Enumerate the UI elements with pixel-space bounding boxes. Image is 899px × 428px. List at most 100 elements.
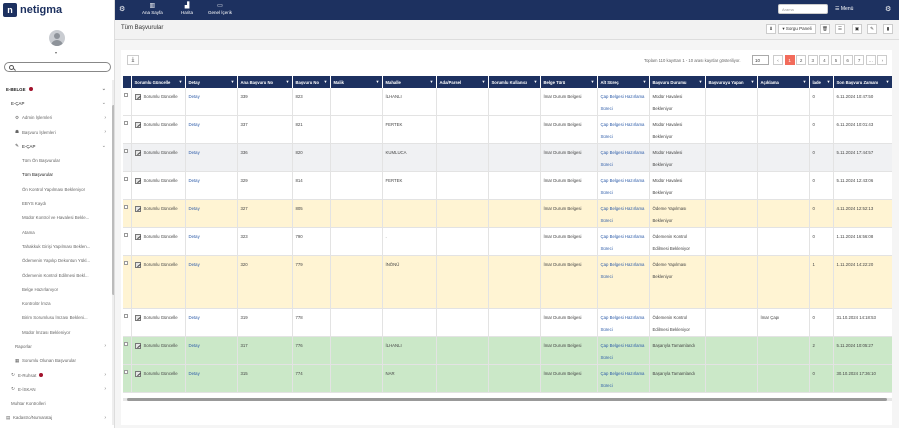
sorumlu-cell[interactable]: Sorumlu Güncelle	[131, 171, 186, 200]
sorumlu-cell[interactable]: Sorumlu Güncelle	[131, 199, 186, 228]
edit-responsible-icon[interactable]	[134, 342, 141, 349]
column-header[interactable]: Alt Süreç ▼	[597, 76, 650, 88]
chevron-icon[interactable]: ›	[104, 372, 106, 379]
sorumlu-cell[interactable]: Sorumlu Güncelle	[131, 336, 186, 365]
row-select-cell[interactable]	[123, 336, 132, 365]
edit-responsible-icon[interactable]	[134, 121, 141, 128]
row-select-cell[interactable]	[123, 115, 132, 144]
sidebar-item[interactable]: Atama	[0, 225, 112, 239]
bookmark-icon[interactable]: ▮	[883, 24, 893, 34]
chevron-icon[interactable]: ›	[104, 386, 106, 393]
chevron-icon[interactable]: ›	[104, 129, 106, 136]
sorgu-paneli-button[interactable]: ▾ Sorgu Paneli	[778, 24, 816, 34]
filter-icon[interactable]: ▼	[750, 79, 755, 84]
column-header[interactable]: Mahalle ▼	[382, 76, 437, 88]
page-button[interactable]: 1	[784, 55, 795, 65]
sidebar-item[interactable]: ↻ E-Ruhsat ›	[0, 368, 112, 382]
sidebar-item[interactable]: ✎ E-ÇAP ⌄	[0, 139, 112, 153]
edit-responsible-icon[interactable]	[134, 261, 141, 268]
detay-cell[interactable]: Detay	[185, 336, 238, 365]
sorumlu-cell[interactable]: Sorumlu Güncelle	[131, 255, 186, 309]
table-scroll-thumb[interactable]	[127, 398, 887, 401]
detay-value[interactable]: Detay	[188, 371, 200, 376]
detay-value[interactable]: Detay	[188, 206, 200, 211]
sidebar-item[interactable]: Tüm Ön Başvurular	[0, 153, 112, 167]
sidebar-item[interactable]: ⚙ Admin İşlemleri ›	[0, 111, 112, 125]
page-button[interactable]: 3	[807, 55, 818, 65]
alt-value[interactable]: Çap Belgesi Hazırlama Süreci	[600, 262, 645, 279]
sidebar-item[interactable]: Ödemenin Yapılıp Dekontun Yükl...	[0, 254, 112, 268]
detay-cell[interactable]: Detay	[185, 143, 238, 172]
detay-cell[interactable]: Detay	[185, 115, 238, 144]
sidebar-item[interactable]: ▤ Kadastro/Numarataj ›	[0, 411, 112, 425]
sorumlu-cell[interactable]: Sorumlu Güncelle	[131, 143, 186, 172]
column-header[interactable]: Malik ▼	[330, 76, 383, 88]
alt-value[interactable]: Çap Belgesi Hazırlama Süreci	[600, 150, 645, 167]
row-checkbox[interactable]	[124, 121, 128, 125]
sidebar-item[interactable]: ↻ E-İSKAN ›	[0, 382, 112, 396]
filter-icon[interactable]: ▼	[285, 79, 290, 84]
edit-pencil-icon[interactable]: ✎	[867, 24, 877, 34]
edit-responsible-icon[interactable]	[134, 233, 141, 240]
page-size-select[interactable]: 10	[752, 55, 769, 65]
alt-value[interactable]: Çap Belgesi Hazırlama Süreci	[600, 206, 645, 223]
menu-button[interactable]: ☰ Menü	[835, 6, 854, 12]
column-header[interactable]: Başvuruyu Yapan ▼	[705, 76, 758, 88]
sidebar-item[interactable]: Ön Kontrol Yapılması Bekleniyor	[0, 182, 112, 196]
detay-value[interactable]: Detay	[188, 262, 200, 267]
alt-value[interactable]: Çap Belgesi Hazırlama Süreci	[600, 122, 645, 139]
alt-value[interactable]: Çap Belgesi Hazırlama Süreci	[600, 234, 645, 251]
edit-responsible-icon[interactable]	[134, 149, 141, 156]
filter-icon[interactable]: ▼	[230, 79, 235, 84]
sidebar-item[interactable]: Tahakkuk Girişi Yapılması Beklen...	[0, 239, 112, 253]
sidebar-search-input[interactable]	[17, 64, 107, 70]
detay-value[interactable]: Detay	[188, 315, 200, 320]
row-checkbox[interactable]	[124, 149, 128, 153]
sidebar-item[interactable]: Birim Sorumlusu İmzası Bekleni...	[0, 311, 112, 325]
topbar-button[interactable]: ▟ Harita	[181, 2, 193, 15]
avatar-caret-icon[interactable]: ▾	[55, 50, 58, 55]
sidebar-item[interactable]: ▦ Sorumlu Olunan Başvurular	[0, 354, 112, 368]
sidebar-item[interactable]: EBYS Kaydı	[0, 196, 112, 210]
delete-icon[interactable]: 🗑	[820, 24, 830, 34]
detay-value[interactable]: Detay	[188, 234, 200, 239]
page-button[interactable]: …	[865, 55, 876, 65]
filter-icon[interactable]: ▼	[533, 79, 538, 84]
sidebar-item[interactable]: E-ÇAP ⌄	[0, 96, 112, 110]
row-select-cell[interactable]	[123, 88, 132, 116]
row-select-cell[interactable]	[123, 255, 132, 309]
column-header[interactable]: Başvuru Durumu ▼	[649, 76, 706, 88]
row-checkbox[interactable]	[124, 205, 128, 209]
save-icon[interactable]: ▣	[852, 24, 862, 34]
edit-responsible-icon[interactable]	[134, 177, 141, 184]
detay-value[interactable]: Detay	[188, 150, 200, 155]
chevron-icon[interactable]: ›	[104, 343, 106, 350]
sidebar-item[interactable]: Müdür Kontrol ve Havalesi Bekle...	[0, 211, 112, 225]
chevron-icon[interactable]: ⌄	[101, 86, 106, 93]
alt-value[interactable]: Çap Belgesi Hazırlama Süreci	[600, 315, 645, 332]
column-header[interactable]: İade ▼	[809, 76, 834, 88]
filter-icon[interactable]: ▼	[178, 79, 183, 84]
sidebar-item[interactable]: E-BELGE ⌄	[0, 82, 112, 96]
avatar[interactable]	[49, 30, 65, 46]
edit-responsible-icon[interactable]	[134, 93, 141, 100]
column-header[interactable]: Belge Türü ▼	[540, 76, 598, 88]
home-gear-icon[interactable]: ⚙	[119, 6, 126, 13]
alt-value[interactable]: Çap Belgesi Hazırlama Süreci	[600, 94, 645, 111]
row-checkbox[interactable]	[124, 370, 128, 374]
column-header[interactable]: Açıklama ▼	[757, 76, 810, 88]
brand[interactable]: n netigma	[0, 0, 114, 20]
edit-responsible-icon[interactable]	[134, 314, 141, 321]
row-select-cell[interactable]	[123, 364, 132, 393]
column-header[interactable]: Başvuru No ▼	[292, 76, 331, 88]
filter-icon[interactable]: ▼	[590, 79, 595, 84]
page-button[interactable]: 7	[854, 55, 865, 65]
table-horizontal-scrollbar[interactable]	[123, 398, 892, 401]
row-select-cell[interactable]	[123, 308, 132, 337]
alt-value[interactable]: Çap Belgesi Hazırlama Süreci	[600, 178, 645, 195]
detay-value[interactable]: Detay	[188, 343, 200, 348]
chevron-icon[interactable]: ⌄	[101, 143, 106, 150]
edit-responsible-icon[interactable]	[134, 370, 141, 377]
column-header[interactable]: Son Başvuru Zamanı ▼	[833, 76, 892, 88]
filter-icon[interactable]: ▼	[885, 79, 890, 84]
